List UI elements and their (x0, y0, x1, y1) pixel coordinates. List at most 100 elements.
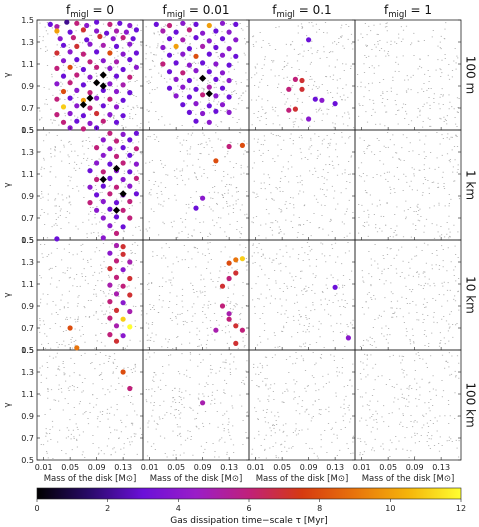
background-dot (255, 373, 257, 375)
background-dot (444, 205, 446, 207)
background-dot (101, 124, 103, 126)
data-point (173, 60, 179, 66)
background-dot (311, 53, 313, 55)
background-dot (88, 316, 90, 318)
background-dot (41, 175, 43, 177)
background-dot (47, 294, 49, 295)
background-dot (229, 24, 232, 25)
data-point (120, 267, 126, 273)
background-dot (321, 143, 323, 145)
background-dot (243, 251, 245, 253)
data-point (233, 37, 239, 43)
background-dot (45, 51, 47, 52)
background-dot (427, 117, 429, 119)
background-dot (235, 187, 237, 189)
background-dot (382, 448, 385, 450)
diamond-marker (119, 190, 127, 198)
background-dot (371, 49, 373, 50)
background-dot (123, 367, 125, 369)
background-dot (222, 423, 224, 425)
background-dot (44, 244, 46, 245)
data-point (67, 110, 73, 117)
background-dot (300, 355, 303, 357)
background-dot (121, 140, 123, 141)
background-dot (439, 343, 441, 344)
background-dot (106, 89, 108, 90)
background-dot (362, 362, 364, 364)
diamond-marker (93, 79, 101, 87)
background-dot (447, 400, 450, 401)
background-dot (297, 75, 299, 76)
background-dot (200, 108, 202, 110)
background-dot (325, 383, 327, 384)
background-dot (101, 268, 103, 269)
background-dot (175, 199, 177, 201)
background-dot (255, 216, 258, 217)
data-point (113, 138, 120, 144)
background-dot (166, 34, 168, 36)
data-point (180, 20, 186, 26)
background-dot (120, 431, 122, 433)
background-dot (221, 180, 223, 182)
background-dot (116, 429, 118, 431)
background-dot (153, 352, 155, 354)
background-dot (221, 437, 223, 439)
column-title-1: fmigl = 0.01 (162, 3, 229, 20)
background-dot (243, 346, 245, 348)
background-dot (390, 301, 392, 303)
background-dot (292, 85, 294, 86)
row-label-0: 100 m (464, 56, 478, 94)
background-dot (97, 232, 99, 234)
background-dot (323, 51, 325, 53)
background-dot (431, 182, 433, 183)
background-dot (161, 286, 163, 287)
background-dot (387, 181, 389, 182)
background-dot (436, 157, 438, 159)
background-dot (140, 314, 142, 316)
background-dot (130, 250, 132, 251)
data-point (113, 214, 120, 220)
background-dot (408, 457, 410, 458)
data-point (127, 385, 133, 392)
background-dot (409, 289, 411, 290)
background-dot (403, 210, 405, 212)
background-dot (184, 226, 187, 228)
background-dot (115, 35, 117, 37)
background-dot (344, 346, 346, 347)
background-dot (218, 440, 220, 442)
background-dot (311, 375, 313, 377)
background-dot (260, 188, 262, 189)
data-point (94, 145, 100, 151)
background-dot (442, 95, 444, 97)
background-dot (270, 295, 272, 297)
background-dot (288, 118, 291, 119)
background-dot (286, 207, 288, 209)
background-dot (344, 427, 346, 428)
background-dot (286, 64, 288, 66)
data-point (127, 198, 133, 205)
background-dot (278, 233, 280, 234)
background-dot (317, 50, 319, 51)
background-dot (67, 267, 69, 269)
background-dot (278, 232, 280, 234)
background-dot (202, 422, 204, 424)
background-dot (379, 82, 381, 83)
background-dot (312, 284, 314, 286)
data-point (100, 152, 106, 158)
background-dot (454, 245, 456, 247)
background-dot (456, 355, 459, 357)
background-dot (431, 264, 433, 266)
background-dot (149, 356, 151, 358)
y-tick-label: 1.1 (21, 280, 34, 289)
background-dot (454, 392, 456, 394)
background-dot (320, 357, 322, 359)
background-dot (305, 71, 307, 72)
background-dot (372, 426, 374, 428)
background-dot (444, 236, 446, 238)
background-dot (183, 406, 185, 408)
background-dot (149, 192, 151, 193)
background-dot (76, 446, 78, 448)
axis-ticks: 0.50.70.91.11.31.5γ0.50.70.91.11.31.5γ0.… (3, 16, 461, 484)
background-dot (381, 333, 383, 335)
background-dot (375, 410, 377, 412)
